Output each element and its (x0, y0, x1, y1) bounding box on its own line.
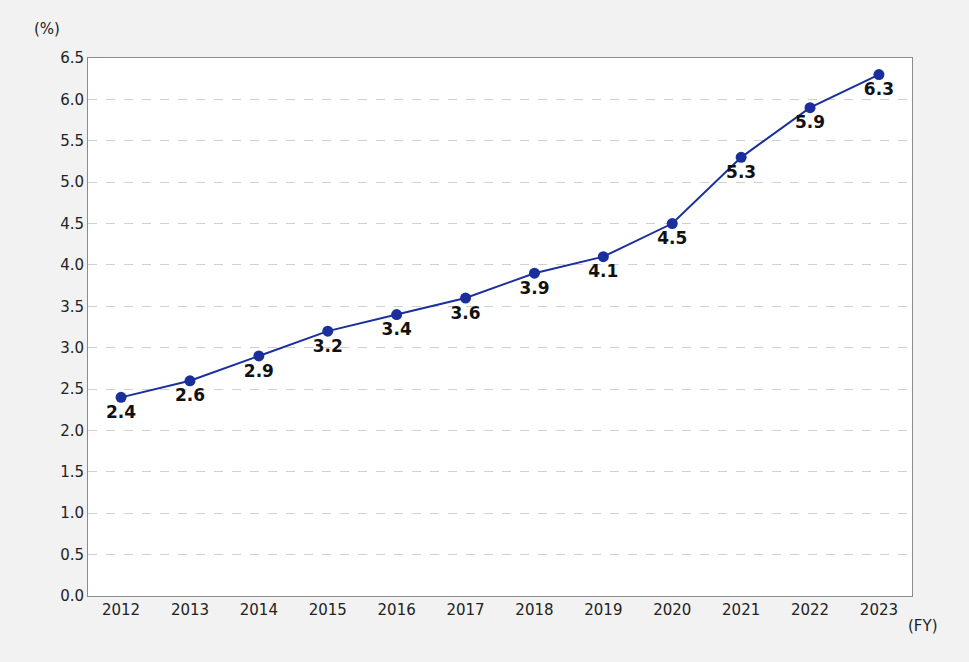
svg-text:1.0: 1.0 (60, 504, 84, 522)
svg-text:2017: 2017 (446, 601, 484, 619)
svg-text:3.5: 3.5 (60, 298, 84, 316)
svg-text:6.5: 6.5 (60, 49, 84, 67)
svg-text:2.0: 2.0 (60, 422, 84, 440)
svg-text:5.9: 5.9 (795, 112, 825, 132)
svg-text:2.5: 2.5 (60, 380, 84, 398)
svg-text:4.5: 4.5 (60, 215, 84, 233)
svg-text:2022: 2022 (791, 601, 829, 619)
svg-text:2019: 2019 (584, 601, 622, 619)
svg-text:2.9: 2.9 (244, 361, 274, 381)
svg-text:4.0: 4.0 (60, 256, 84, 274)
svg-text:5.0: 5.0 (60, 173, 84, 191)
svg-text:2021: 2021 (722, 601, 760, 619)
svg-text:1.5: 1.5 (60, 463, 84, 481)
svg-text:2.4: 2.4 (106, 402, 136, 422)
svg-text:2015: 2015 (309, 601, 347, 619)
svg-text:2023: 2023 (860, 601, 898, 619)
svg-text:0.5: 0.5 (60, 546, 84, 564)
svg-text:5.3: 5.3 (726, 162, 756, 182)
svg-text:2020: 2020 (653, 601, 691, 619)
svg-text:2018: 2018 (515, 601, 553, 619)
svg-text:3.4: 3.4 (382, 319, 412, 339)
svg-text:2012: 2012 (102, 601, 140, 619)
svg-text:2016: 2016 (378, 601, 416, 619)
svg-text:(FY): (FY) (908, 617, 938, 635)
svg-text:2.6: 2.6 (175, 385, 205, 405)
svg-text:6.0: 6.0 (60, 91, 84, 109)
svg-text:3.2: 3.2 (313, 336, 343, 356)
svg-text:2013: 2013 (171, 601, 209, 619)
svg-text:4.5: 4.5 (657, 228, 687, 248)
svg-text:3.9: 3.9 (519, 278, 549, 298)
svg-text:0.0: 0.0 (60, 587, 84, 605)
svg-text:3.6: 3.6 (450, 303, 480, 323)
svg-text:3.0: 3.0 (60, 339, 84, 357)
svg-text:2014: 2014 (240, 601, 278, 619)
svg-text:(%): (%) (34, 20, 60, 38)
svg-text:4.1: 4.1 (588, 261, 618, 281)
svg-text:5.5: 5.5 (60, 132, 84, 150)
svg-text:6.3: 6.3 (864, 79, 894, 99)
